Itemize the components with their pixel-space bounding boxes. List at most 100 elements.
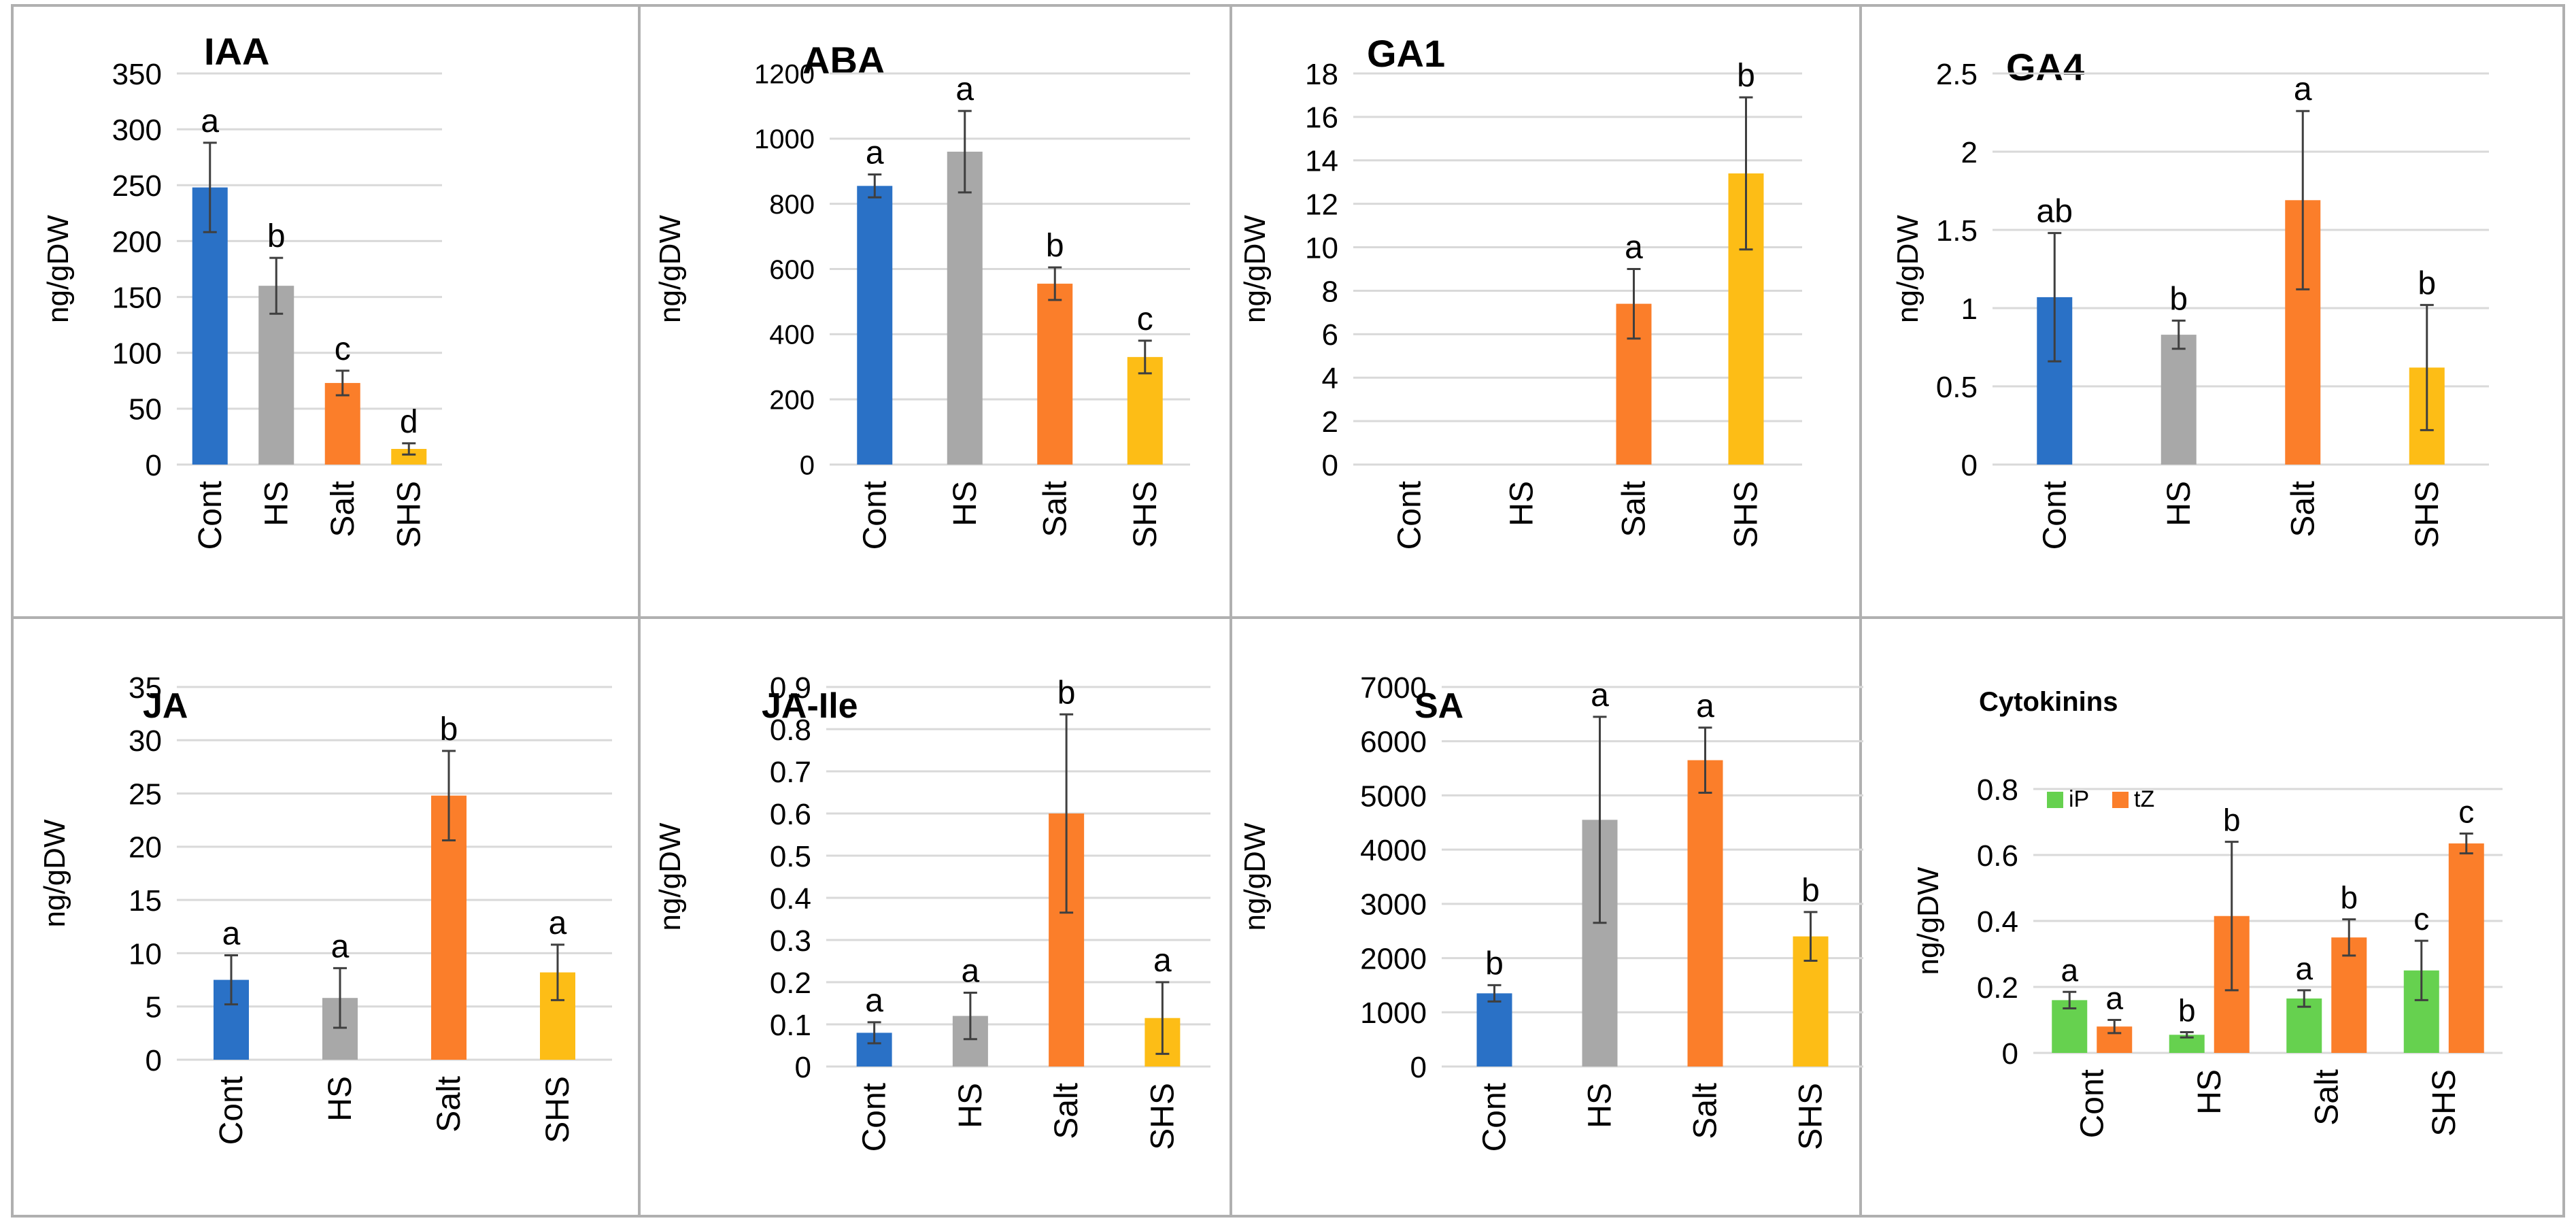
ga4-xtick-label: Cont [2037, 481, 2073, 550]
cytokinins-significance-label: a [2295, 951, 2313, 986]
ja-ytick-label: 20 [129, 831, 162, 865]
cytokinins-legend-swatch [2047, 792, 2063, 808]
aba-ylabel: ng/gDW [654, 215, 687, 323]
cytokinins-xtick-label: SHS [2426, 1069, 2462, 1137]
cytokinins-significance-label: c [2458, 794, 2474, 829]
ja-ile-ytick-label: 0.6 [770, 798, 811, 831]
ga1-ylabel: ng/gDW [1238, 215, 1272, 323]
iaa-bar [324, 383, 360, 465]
iaa-ytick-label: 50 [129, 393, 162, 426]
ja-title: JA [143, 686, 188, 726]
sa-xtick-label: SHS [1793, 1083, 1829, 1150]
aba-significance-label: c [1137, 301, 1153, 337]
aba-xtick-label: SHS [1128, 481, 1164, 548]
ja-ile-ytick-label: 0.3 [770, 924, 811, 958]
cytokinins-xtick-label: HS [2192, 1069, 2228, 1115]
ja-ytick-label: 35 [129, 671, 162, 705]
ja-ile-ytick-label: 0.7 [770, 756, 811, 789]
ja-significance-label: a [222, 916, 241, 952]
sa-significance-label: b [1485, 945, 1504, 981]
ga4-bar [2160, 335, 2197, 465]
cytokinins-xtick-label: Cont [2074, 1069, 2110, 1138]
ga4-ytick-label: 1.5 [1936, 214, 1978, 248]
sa-ylabel: ng/gDW [1238, 822, 1272, 930]
ga1-xtick-label: Cont [1392, 481, 1428, 550]
cytokinins-bar [2448, 843, 2484, 1053]
iaa-significance-label: b [267, 218, 286, 254]
iaa-significance-label: a [201, 103, 219, 139]
ja-ile-ytick-label: 0.9 [770, 671, 811, 705]
ja-ylabel: ng/gDW [38, 819, 71, 927]
ja-ile-significance-label: a [1153, 943, 1172, 979]
ga4-ytick-label: 1 [1961, 292, 1978, 326]
iaa-bar [391, 449, 427, 465]
aba-title: ABA [802, 39, 885, 82]
cytokinins-xtick-label: Salt [2309, 1069, 2345, 1126]
ga4-ytick-label: 0.5 [1936, 371, 1978, 404]
ja-ytick-label: 5 [146, 991, 162, 1024]
ga4-xtick-label: Salt [2285, 481, 2321, 537]
ja-ytick-label: 30 [129, 724, 162, 758]
ga4-significance-label: b [2418, 265, 2436, 301]
cytokinins-ytick-label: 0.2 [1977, 971, 2018, 1005]
aba-bar [947, 152, 983, 465]
ja-xtick-label: Salt [431, 1076, 467, 1132]
iaa-xtick-label: SHS [391, 481, 427, 548]
aba-ytick-label: 0 [800, 450, 815, 480]
ga4-xtick-label: HS [2161, 481, 2197, 526]
ja-ile-significance-label: a [962, 954, 980, 990]
sa-ytick-label: 7000 [1360, 671, 1427, 705]
cytokinins-significance-label: b [2223, 803, 2241, 838]
ja-significance-label: b [440, 711, 458, 748]
ga1-ytick-label: 18 [1305, 58, 1338, 91]
aba-bar [1037, 284, 1073, 465]
ga1-ytick-label: 8 [1322, 275, 1338, 308]
ga1-significance-label: b [1737, 58, 1755, 94]
aba-xtick-label: HS [947, 481, 983, 526]
ga4-significance-label: ab [2037, 194, 2073, 230]
iaa-ylabel: ng/gDW [41, 215, 75, 323]
iaa-ytick-label: 0 [146, 449, 162, 482]
cytokinins-title: Cytokinins [1979, 687, 2118, 717]
ja-ytick-label: 15 [129, 884, 162, 918]
ga1-ytick-label: 14 [1305, 145, 1338, 178]
aba-significance-label: b [1046, 228, 1064, 264]
aba-xtick-label: Cont [857, 481, 893, 550]
cytokinins-ylabel: ng/gDW [1912, 867, 1945, 975]
ga4-ytick-label: 0 [1961, 449, 1978, 482]
ja-xtick-label: Cont [214, 1076, 250, 1145]
cytokinins-legend-swatch [2112, 792, 2129, 808]
ja-xtick-label: HS [322, 1076, 358, 1122]
figure-frame [11, 4, 2565, 1218]
ga1-significance-label: a [1625, 230, 1643, 266]
ja-ile-xtick-label: HS [953, 1083, 989, 1128]
ga4-ylabel: ng/gDW [1891, 215, 1925, 323]
cytokinins-significance-label: c [2413, 901, 2429, 937]
ja-significance-label: a [331, 928, 350, 964]
ga1-ytick-label: 0 [1322, 449, 1338, 482]
cytokinins-significance-label: b [2340, 880, 2358, 916]
aba-ytick-label: 800 [769, 190, 815, 220]
sa-significance-label: a [1591, 677, 1609, 714]
cytokinins-ytick-label: 0.4 [1977, 905, 2018, 939]
cytokinins-bar [2331, 937, 2367, 1053]
ga1-xtick-label: Salt [1616, 481, 1653, 537]
ga1-xtick-label: SHS [1729, 481, 1765, 548]
ga4-significance-label: a [2294, 71, 2312, 107]
ja-ile-ytick-label: 0.4 [770, 882, 811, 916]
ja-ile-ytick-label: 0.5 [770, 840, 811, 873]
ja-ile-ytick-label: 0.1 [770, 1009, 811, 1042]
sa-significance-label: b [1801, 873, 1820, 909]
sa-ytick-label: 1000 [1360, 996, 1427, 1030]
aba-xtick-label: Salt [1037, 481, 1073, 537]
ga4-xtick-label: SHS [2409, 481, 2445, 548]
ja-ile-ytick-label: 0.2 [770, 967, 811, 1000]
aba-ytick-label: 1200 [754, 59, 815, 89]
cytokinins-ytick-label: 0.8 [1977, 773, 2018, 807]
aba-ytick-label: 400 [769, 320, 815, 350]
sa-significance-label: a [1696, 688, 1714, 724]
ja-ile-xtick-label: SHS [1145, 1083, 1181, 1150]
sa-ytick-label: 4000 [1360, 834, 1427, 867]
sa-xtick-label: Cont [1477, 1083, 1513, 1152]
